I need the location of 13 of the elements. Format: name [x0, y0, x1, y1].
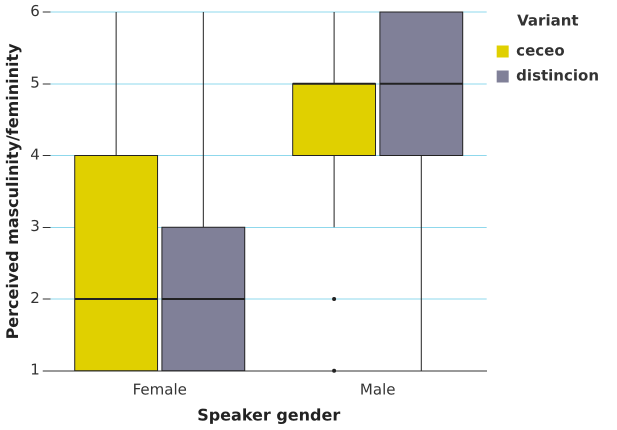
- x-tick-label: Male: [360, 380, 396, 399]
- y-tick-label: 2: [30, 288, 40, 307]
- y-tick-label: 4: [30, 145, 40, 164]
- y-axis-title: Perceived masculinity/femininity: [2, 42, 22, 340]
- x-axis-title: Speaker gender: [197, 406, 340, 425]
- y-tick-label: 3: [30, 217, 40, 236]
- x-tick-label: Female: [132, 380, 187, 399]
- y-tick-label: 6: [30, 2, 40, 20]
- legend-label: ceceo: [516, 41, 565, 60]
- legend-label: distincion: [516, 66, 600, 84]
- y-tick-label: 1: [30, 360, 40, 379]
- legend-title: Variant: [517, 11, 579, 30]
- y-tick-label: 5: [30, 74, 40, 92]
